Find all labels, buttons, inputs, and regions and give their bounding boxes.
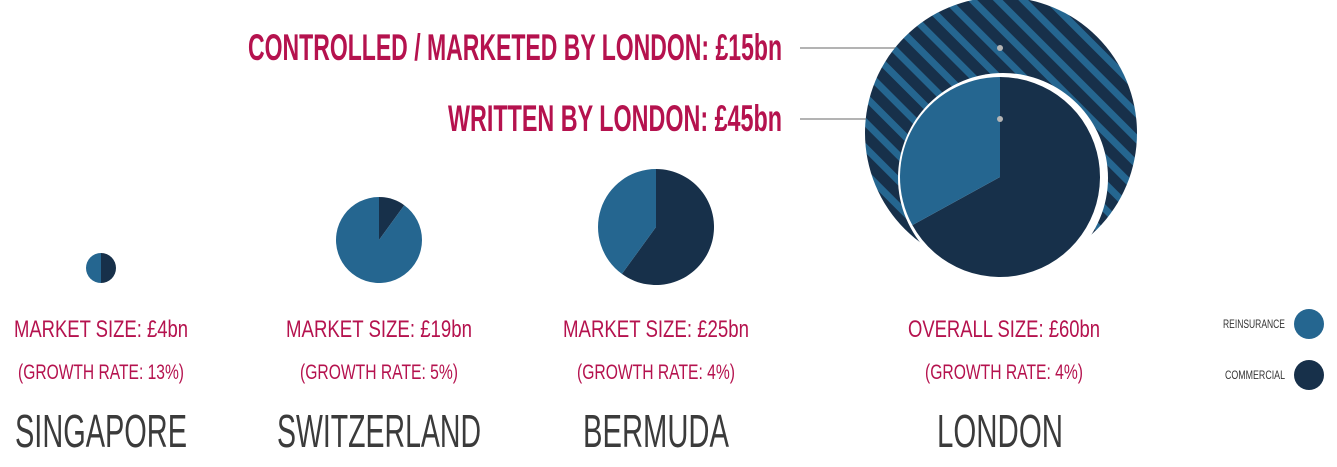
- switzerland-commercial-slice: [379, 197, 405, 240]
- singapore-size-label: MARKET SIZE: £4bn: [14, 316, 188, 343]
- pie-group: [86, 0, 1137, 285]
- bermuda-commercial-slice: [621, 169, 715, 285]
- written-callout-dot: [997, 116, 1003, 122]
- bermuda-reinsurance-slice: [598, 169, 656, 274]
- singapore-growth-label: (GROWTH RATE: 13%): [18, 361, 184, 384]
- controlled-callout-label: CONTROLLED / MARKETED BY LONDON: £15bn: [248, 27, 782, 68]
- bermuda-name-label: BERMUDA: [583, 405, 729, 457]
- legend-reinsurance-label: REINSURANCE: [1223, 317, 1285, 331]
- market-labels: MARKET SIZE: £4bn (GROWTH RATE: 13%) SIN…: [14, 316, 1100, 457]
- legend: REINSURANCE COMMERCIAL: [1223, 309, 1324, 390]
- london-size-label: OVERALL SIZE: £60bn: [908, 316, 1100, 343]
- singapore-name-label: SINGAPORE: [15, 405, 187, 457]
- written-callout-label: WRITTEN BY LONDON: £45bn: [448, 98, 782, 139]
- singapore-reinsurance-slice: [86, 253, 101, 283]
- london-reinsurance-slice: [899, 77, 1000, 226]
- london-commercial-slice: [912, 77, 1100, 277]
- callouts: CONTROLLED / MARKETED BY LONDON: £15bn W…: [248, 27, 1000, 139]
- switzerland-size-label: MARKET SIZE: £19bn: [286, 316, 472, 343]
- switzerland-reinsurance-slice: [335, 197, 422, 283]
- london-growth-label: (GROWTH RATE: 4%): [925, 361, 1083, 384]
- singapore-commercial-slice: [101, 253, 116, 283]
- legend-commercial-swatch: [1294, 360, 1324, 390]
- switzerland-name-label: SWITZERLAND: [277, 405, 481, 457]
- bermuda-size-label: MARKET SIZE: £25bn: [563, 316, 749, 343]
- london-name-label: LONDON: [937, 405, 1063, 457]
- switzerland-growth-label: (GROWTH RATE: 5%): [300, 361, 458, 384]
- controlled-callout-dot: [997, 45, 1003, 51]
- legend-reinsurance-swatch: [1294, 309, 1324, 339]
- bermuda-growth-label: (GROWTH RATE: 4%): [577, 361, 735, 384]
- callout-dots: [997, 45, 1003, 122]
- legend-commercial-label: COMMERCIAL: [1225, 368, 1285, 382]
